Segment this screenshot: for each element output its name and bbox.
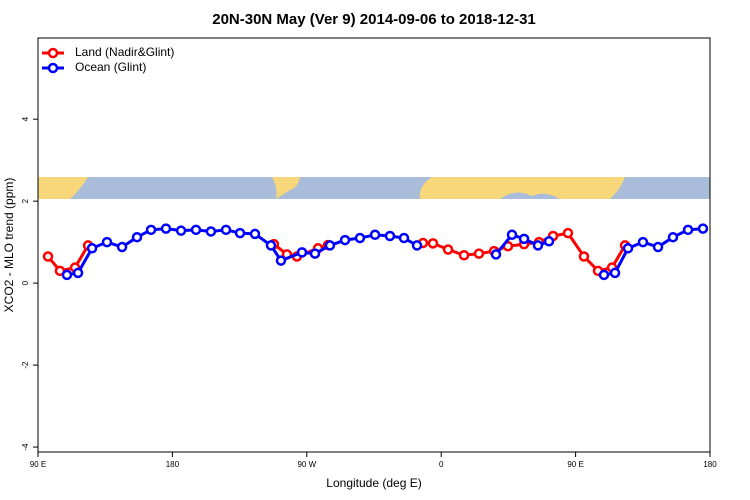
data-point — [131, 231, 143, 243]
data-point — [506, 229, 518, 241]
legend-label: Land (Nadir&Glint) — [75, 45, 174, 59]
y-tick-label: -2 — [21, 361, 30, 369]
data-point — [682, 224, 694, 236]
data-point — [72, 267, 84, 279]
data-point — [598, 269, 610, 281]
data-point — [442, 244, 454, 255]
data-point — [622, 243, 634, 254]
data-point — [518, 233, 530, 245]
data-point — [101, 236, 113, 248]
data-point — [354, 232, 366, 244]
data-point — [249, 228, 261, 240]
data-point — [578, 251, 590, 262]
data-point — [339, 234, 351, 246]
data-point — [427, 238, 439, 249]
data-point — [205, 226, 217, 237]
legend-marker — [47, 47, 59, 59]
y-tick-label: 0 — [21, 280, 30, 285]
data-point — [220, 224, 232, 236]
data-point — [543, 236, 555, 247]
series-line — [46, 244, 90, 273]
data-point — [398, 232, 410, 244]
data-point — [296, 247, 308, 258]
legend: Land (Nadir&Glint)Ocean (Glint) — [42, 45, 174, 74]
data-point — [473, 248, 485, 259]
y-tick-label: 2 — [21, 198, 30, 203]
x-tick-label: 90 E — [567, 460, 583, 469]
data-point — [275, 255, 287, 266]
data-point — [562, 227, 574, 239]
legend-label: Ocean (Glint) — [75, 60, 146, 74]
data-point — [697, 223, 709, 234]
data-point — [86, 243, 98, 254]
x-tick-label: 90 E — [30, 460, 46, 469]
data-point — [609, 267, 621, 279]
data-point — [61, 269, 73, 281]
data-point — [190, 224, 202, 236]
data-point — [532, 240, 544, 251]
data-point — [324, 240, 336, 251]
y-tick-label: -4 — [21, 443, 30, 451]
data-point — [145, 224, 157, 236]
data-point — [234, 227, 246, 239]
x-tick-label: 90 W — [297, 460, 316, 469]
data-point — [175, 225, 187, 236]
data-point — [309, 248, 321, 259]
x-tick-label: 180 — [703, 460, 717, 469]
data-point — [116, 241, 128, 253]
data-point — [160, 223, 172, 234]
data-point — [42, 251, 54, 262]
chart-title: 20N-30N May (Ver 9) 2014-09-06 to 2018-1… — [212, 11, 536, 28]
data-point — [265, 240, 277, 251]
data-point — [667, 231, 679, 243]
x-axis-label: Longitude (deg E) — [326, 476, 421, 490]
legend-marker — [47, 62, 59, 74]
data-point — [458, 249, 470, 261]
series-line — [603, 227, 704, 277]
x-tick-label: 180 — [166, 460, 180, 469]
data-point — [490, 249, 502, 260]
data-point — [369, 229, 381, 241]
map-strip — [38, 177, 710, 199]
x-tick-label: 0 — [439, 460, 444, 469]
y-axis-label: XCO2 - MLO trend (ppm) — [2, 178, 16, 313]
data-point — [384, 230, 396, 242]
data-point — [637, 236, 649, 248]
data-point — [652, 241, 664, 253]
plot-frame — [37, 37, 711, 453]
data-point — [411, 240, 423, 251]
y-tick-label: 4 — [21, 116, 30, 121]
